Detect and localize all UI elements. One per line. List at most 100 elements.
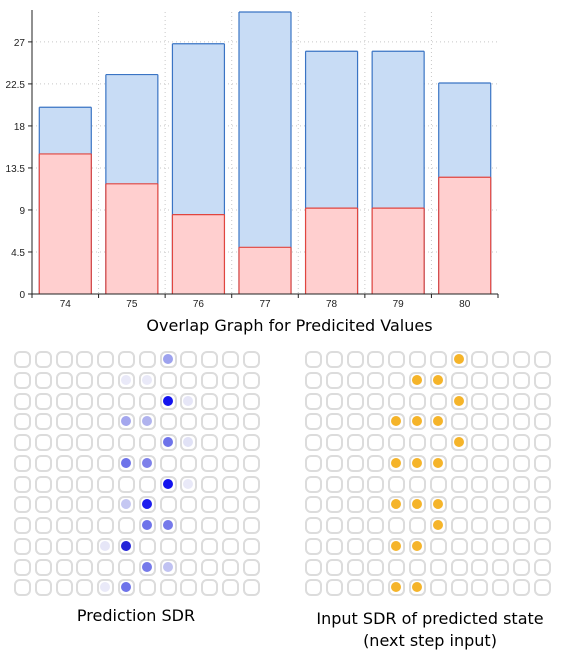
sdr-cell <box>533 351 551 368</box>
sdr-active-dot <box>141 457 152 468</box>
sdr-cell <box>388 371 406 389</box>
sdr-cell <box>180 517 198 534</box>
sdr-cell <box>388 537 406 555</box>
sdr-cell <box>55 434 73 451</box>
sdr-active-dot <box>120 457 131 468</box>
sdr-cell <box>533 496 551 514</box>
sdr-cell <box>429 351 447 368</box>
sdr-cell <box>76 454 94 472</box>
sdr-cell <box>117 537 135 555</box>
sdr-cell <box>450 537 468 555</box>
sdr-cell <box>367 496 385 514</box>
sdr-active-dot <box>162 478 173 489</box>
sdr-cell <box>14 496 31 514</box>
sdr-cell <box>533 475 551 493</box>
y-tick-label: 27 <box>14 38 26 49</box>
sdr-cell <box>305 537 322 555</box>
sdr-cell <box>471 351 489 368</box>
sdr-cell <box>471 517 489 534</box>
sdr-cell <box>180 454 198 472</box>
sdr-cell <box>367 413 385 431</box>
sdr-cell <box>55 579 73 597</box>
x-tick-label: 78 <box>326 299 338 310</box>
sdr-cell <box>450 413 468 431</box>
sdr-cell <box>471 392 489 410</box>
sdr-cell <box>367 517 385 534</box>
sdr-cell <box>97 392 115 410</box>
sdr-cell <box>221 475 239 493</box>
sdr-cell <box>388 434 406 451</box>
y-tick-label: 13.5 <box>6 164 26 175</box>
sdr-cell <box>76 517 94 534</box>
sdr-active-dot <box>411 457 422 468</box>
sdr-cell <box>388 454 406 472</box>
sdr-cell <box>346 475 364 493</box>
sdr-active-dot <box>432 499 443 510</box>
sdr-active-dot <box>120 540 131 551</box>
sdr-cell <box>325 434 343 451</box>
bar-red <box>305 208 358 294</box>
sdr-cell <box>34 517 52 534</box>
sdr-cell <box>14 517 31 534</box>
prediction-sdr-caption: Prediction SDR <box>76 606 196 625</box>
sdr-cell <box>221 413 239 431</box>
sdr-cell <box>97 371 115 389</box>
sdr-cell <box>117 475 135 493</box>
sdr-active-dot <box>432 416 443 427</box>
sdr-active-dot <box>432 520 443 530</box>
sdr-cell <box>325 351 343 368</box>
sdr-cell <box>367 434 385 451</box>
y-tick-label: 9 <box>19 206 25 217</box>
sdr-cell <box>159 475 177 493</box>
sdr-cell <box>138 371 156 389</box>
sdr-cell <box>388 558 406 576</box>
sdr-cell <box>305 371 322 389</box>
sdr-active-dot <box>162 395 173 406</box>
sdr-cell <box>512 517 530 534</box>
bar-red <box>239 247 291 294</box>
sdr-cell <box>221 434 239 451</box>
sdr-cell <box>159 537 177 555</box>
bar-red <box>372 208 425 294</box>
sdr-cell <box>450 558 468 576</box>
sdr-cell <box>492 351 510 368</box>
sdr-cell <box>305 413 322 431</box>
sdr-cell <box>346 558 364 576</box>
sdr-cell <box>346 434 364 451</box>
sdr-cell <box>242 371 260 389</box>
sdr-cell <box>388 579 406 597</box>
sdr-cell <box>34 475 52 493</box>
sdr-cell <box>471 496 489 514</box>
sdr-cell <box>346 413 364 431</box>
sdr-cell <box>14 371 31 389</box>
sdr-cell <box>346 537 364 555</box>
sdr-cell <box>242 351 260 368</box>
sdr-active-dot <box>120 582 131 593</box>
sdr-cell <box>512 475 530 493</box>
sdr-cell <box>471 454 489 472</box>
sdr-cell <box>367 475 385 493</box>
sdr-cell <box>325 517 343 534</box>
sdr-cell <box>305 558 322 576</box>
sdr-cell <box>450 434 468 451</box>
sdr-cell <box>201 413 219 431</box>
sdr-active-dot <box>162 437 173 447</box>
x-tick-label: 74 <box>60 299 72 310</box>
sdr-cell <box>14 351 31 368</box>
sdr-active-dot <box>411 499 422 510</box>
sdr-cell <box>367 558 385 576</box>
sdr-cell <box>159 558 177 576</box>
sdr-cell <box>76 413 94 431</box>
sdr-cell <box>450 454 468 472</box>
sdr-cell <box>346 371 364 389</box>
sdr-cell <box>14 413 31 431</box>
sdr-active-dot <box>141 374 152 385</box>
sdr-cell <box>180 496 198 514</box>
sdr-cell <box>55 558 73 576</box>
y-tick-label: 4.5 <box>11 248 25 259</box>
sdr-cell <box>450 392 468 410</box>
sdr-cell <box>76 434 94 451</box>
sdr-cell <box>429 517 447 534</box>
sdr-cell <box>221 496 239 514</box>
sdr-cell <box>429 434 447 451</box>
